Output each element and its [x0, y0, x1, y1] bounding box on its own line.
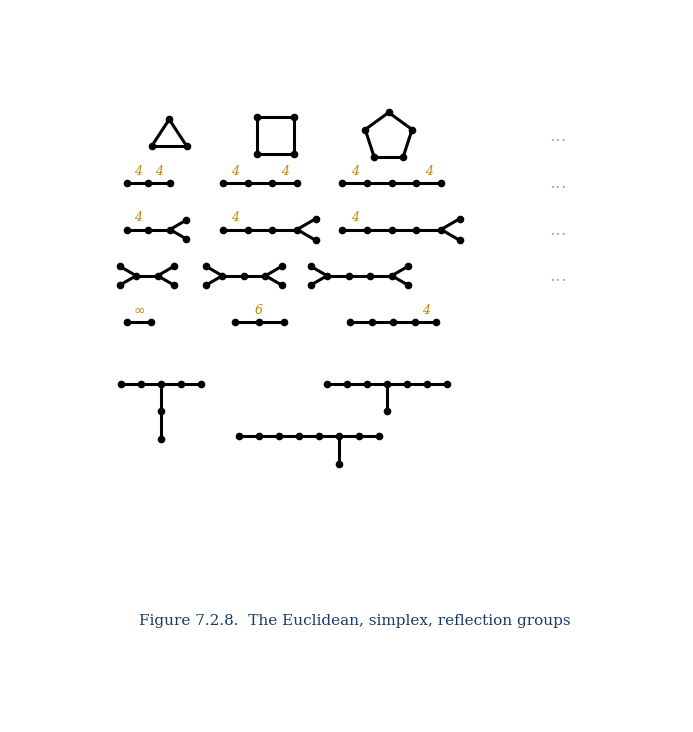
Text: Figure 7.2.8.  The Euclidean, simplex, reflection groups: Figure 7.2.8. The Euclidean, simplex, re…	[139, 614, 570, 628]
Text: 6: 6	[254, 304, 263, 316]
Text: ...: ...	[550, 174, 567, 193]
Text: 4: 4	[155, 165, 163, 178]
Text: 4: 4	[134, 211, 141, 224]
Text: ...: ...	[550, 127, 567, 145]
Text: 4: 4	[281, 165, 289, 178]
Text: 4: 4	[231, 211, 239, 224]
Text: $\infty$: $\infty$	[133, 303, 146, 317]
Text: 4: 4	[351, 211, 359, 224]
Text: ...: ...	[550, 220, 567, 239]
Text: 4: 4	[421, 304, 430, 316]
Text: 4: 4	[134, 165, 141, 178]
Text: 4: 4	[351, 165, 359, 178]
Text: ...: ...	[550, 266, 567, 285]
Text: 4: 4	[425, 165, 432, 178]
Text: 4: 4	[231, 165, 239, 178]
